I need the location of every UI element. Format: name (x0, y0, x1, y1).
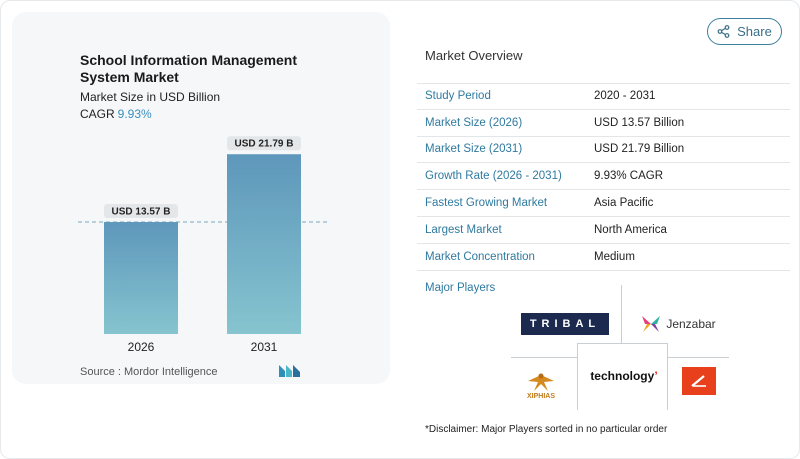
overview-row: Market Size (2026) USD 13.57 Billion (417, 110, 790, 137)
data-label-bg (227, 136, 301, 151)
overview-row: Fastest Growing Market Asia Pacific (417, 190, 790, 217)
overview-value: Asia Pacific (594, 197, 654, 210)
disclaimer: *Disclaimer: Major Players sorted in no … (425, 424, 668, 435)
x-tick-label: 2026 (128, 340, 155, 354)
grid-divider (667, 343, 668, 410)
overview-row: Largest Market North America (417, 217, 790, 244)
cagr-value: 9.93% (117, 107, 152, 121)
major-players-title: Major Players (425, 282, 496, 294)
overview-row: Market Concentration Medium (417, 244, 790, 271)
overview-value: North America (594, 223, 667, 236)
bar-2026 (104, 222, 178, 334)
grid-divider (511, 357, 577, 358)
xiphias-name: XIPHIAS (526, 392, 555, 400)
overview-value: 9.93% CAGR (594, 170, 664, 183)
overview-value: USD 13.57 Billion (594, 116, 685, 129)
tribal-logo: TRIBAL (521, 313, 609, 335)
xiphias-logo: XIPHIAS (513, 365, 569, 405)
grid-divider (577, 343, 667, 344)
jenzabar-logo: Jenzabar (633, 311, 723, 337)
share-button[interactable]: Share (707, 18, 782, 45)
overview-row: Market Size (2031) USD 21.79 Billion (417, 137, 790, 164)
overview-row: Study Period 2020 - 2031 (417, 83, 790, 110)
overview-label: Growth Rate (2026 - 2031) (425, 170, 562, 183)
grid-divider (621, 285, 622, 343)
overview-title: Market Overview (425, 48, 523, 63)
major-players-grid: TRIBAL Jenzabar XIPHIAS technology ʼ (505, 285, 745, 410)
technology-mark-icon: ʼ (654, 369, 658, 383)
technology-one-logo: technology ʼ (579, 365, 669, 387)
overview-label: Fastest Growing Market (425, 197, 548, 210)
share-label: Share (737, 24, 772, 39)
overview-value: USD 21.79 Billion (594, 143, 685, 156)
overview-label: Market Size (2031) (425, 143, 523, 156)
source-line: Source : Mordor Intelligence (80, 366, 218, 378)
overview-label: Largest Market (425, 223, 502, 236)
chart-card (12, 12, 390, 384)
chart-cagr: CAGR 9.93% (80, 107, 152, 121)
technology-name: technology (590, 369, 655, 383)
share-icon (717, 25, 730, 38)
overview-label: Market Size (2026) (425, 116, 523, 129)
jenzabar-butterfly-icon (642, 316, 661, 332)
data-label-bg (104, 204, 178, 219)
grid-divider (577, 343, 578, 410)
source-label: Source : (80, 366, 121, 378)
source-name: Mordor Intelligence (123, 366, 218, 378)
orange-logo-mark-icon (691, 375, 706, 387)
mordor-logo-icon (279, 363, 301, 382)
chart-subtitle: Market Size in USD Billion (80, 90, 221, 104)
overview-row: Growth Rate (2026 - 2031) 9.93% CAGR (417, 163, 790, 191)
overview-value: Medium (594, 250, 635, 263)
overview-label: Market Concentration (425, 250, 535, 263)
cagr-label: CAGR (80, 107, 115, 121)
overview-value: 2020 - 2031 (594, 90, 656, 103)
bar-chart: USD 13.57 B 2026 USD 21.79 B 2031 (78, 136, 330, 354)
xiphias-bird-icon (528, 373, 554, 391)
data-label: USD 21.79 B (235, 139, 294, 150)
data-label: USD 13.57 B (112, 207, 171, 218)
orange-company-logo (682, 367, 716, 395)
bar-2031 (227, 154, 301, 334)
grid-divider (667, 357, 729, 358)
jenzabar-name: Jenzabar (666, 317, 716, 331)
overview-label: Study Period (425, 90, 491, 103)
chart-title: School Information Management System Mar… (80, 52, 298, 85)
x-tick-label: 2031 (251, 340, 278, 354)
overview-table: Study Period 2020 - 2031 Market Size (20… (417, 83, 790, 271)
